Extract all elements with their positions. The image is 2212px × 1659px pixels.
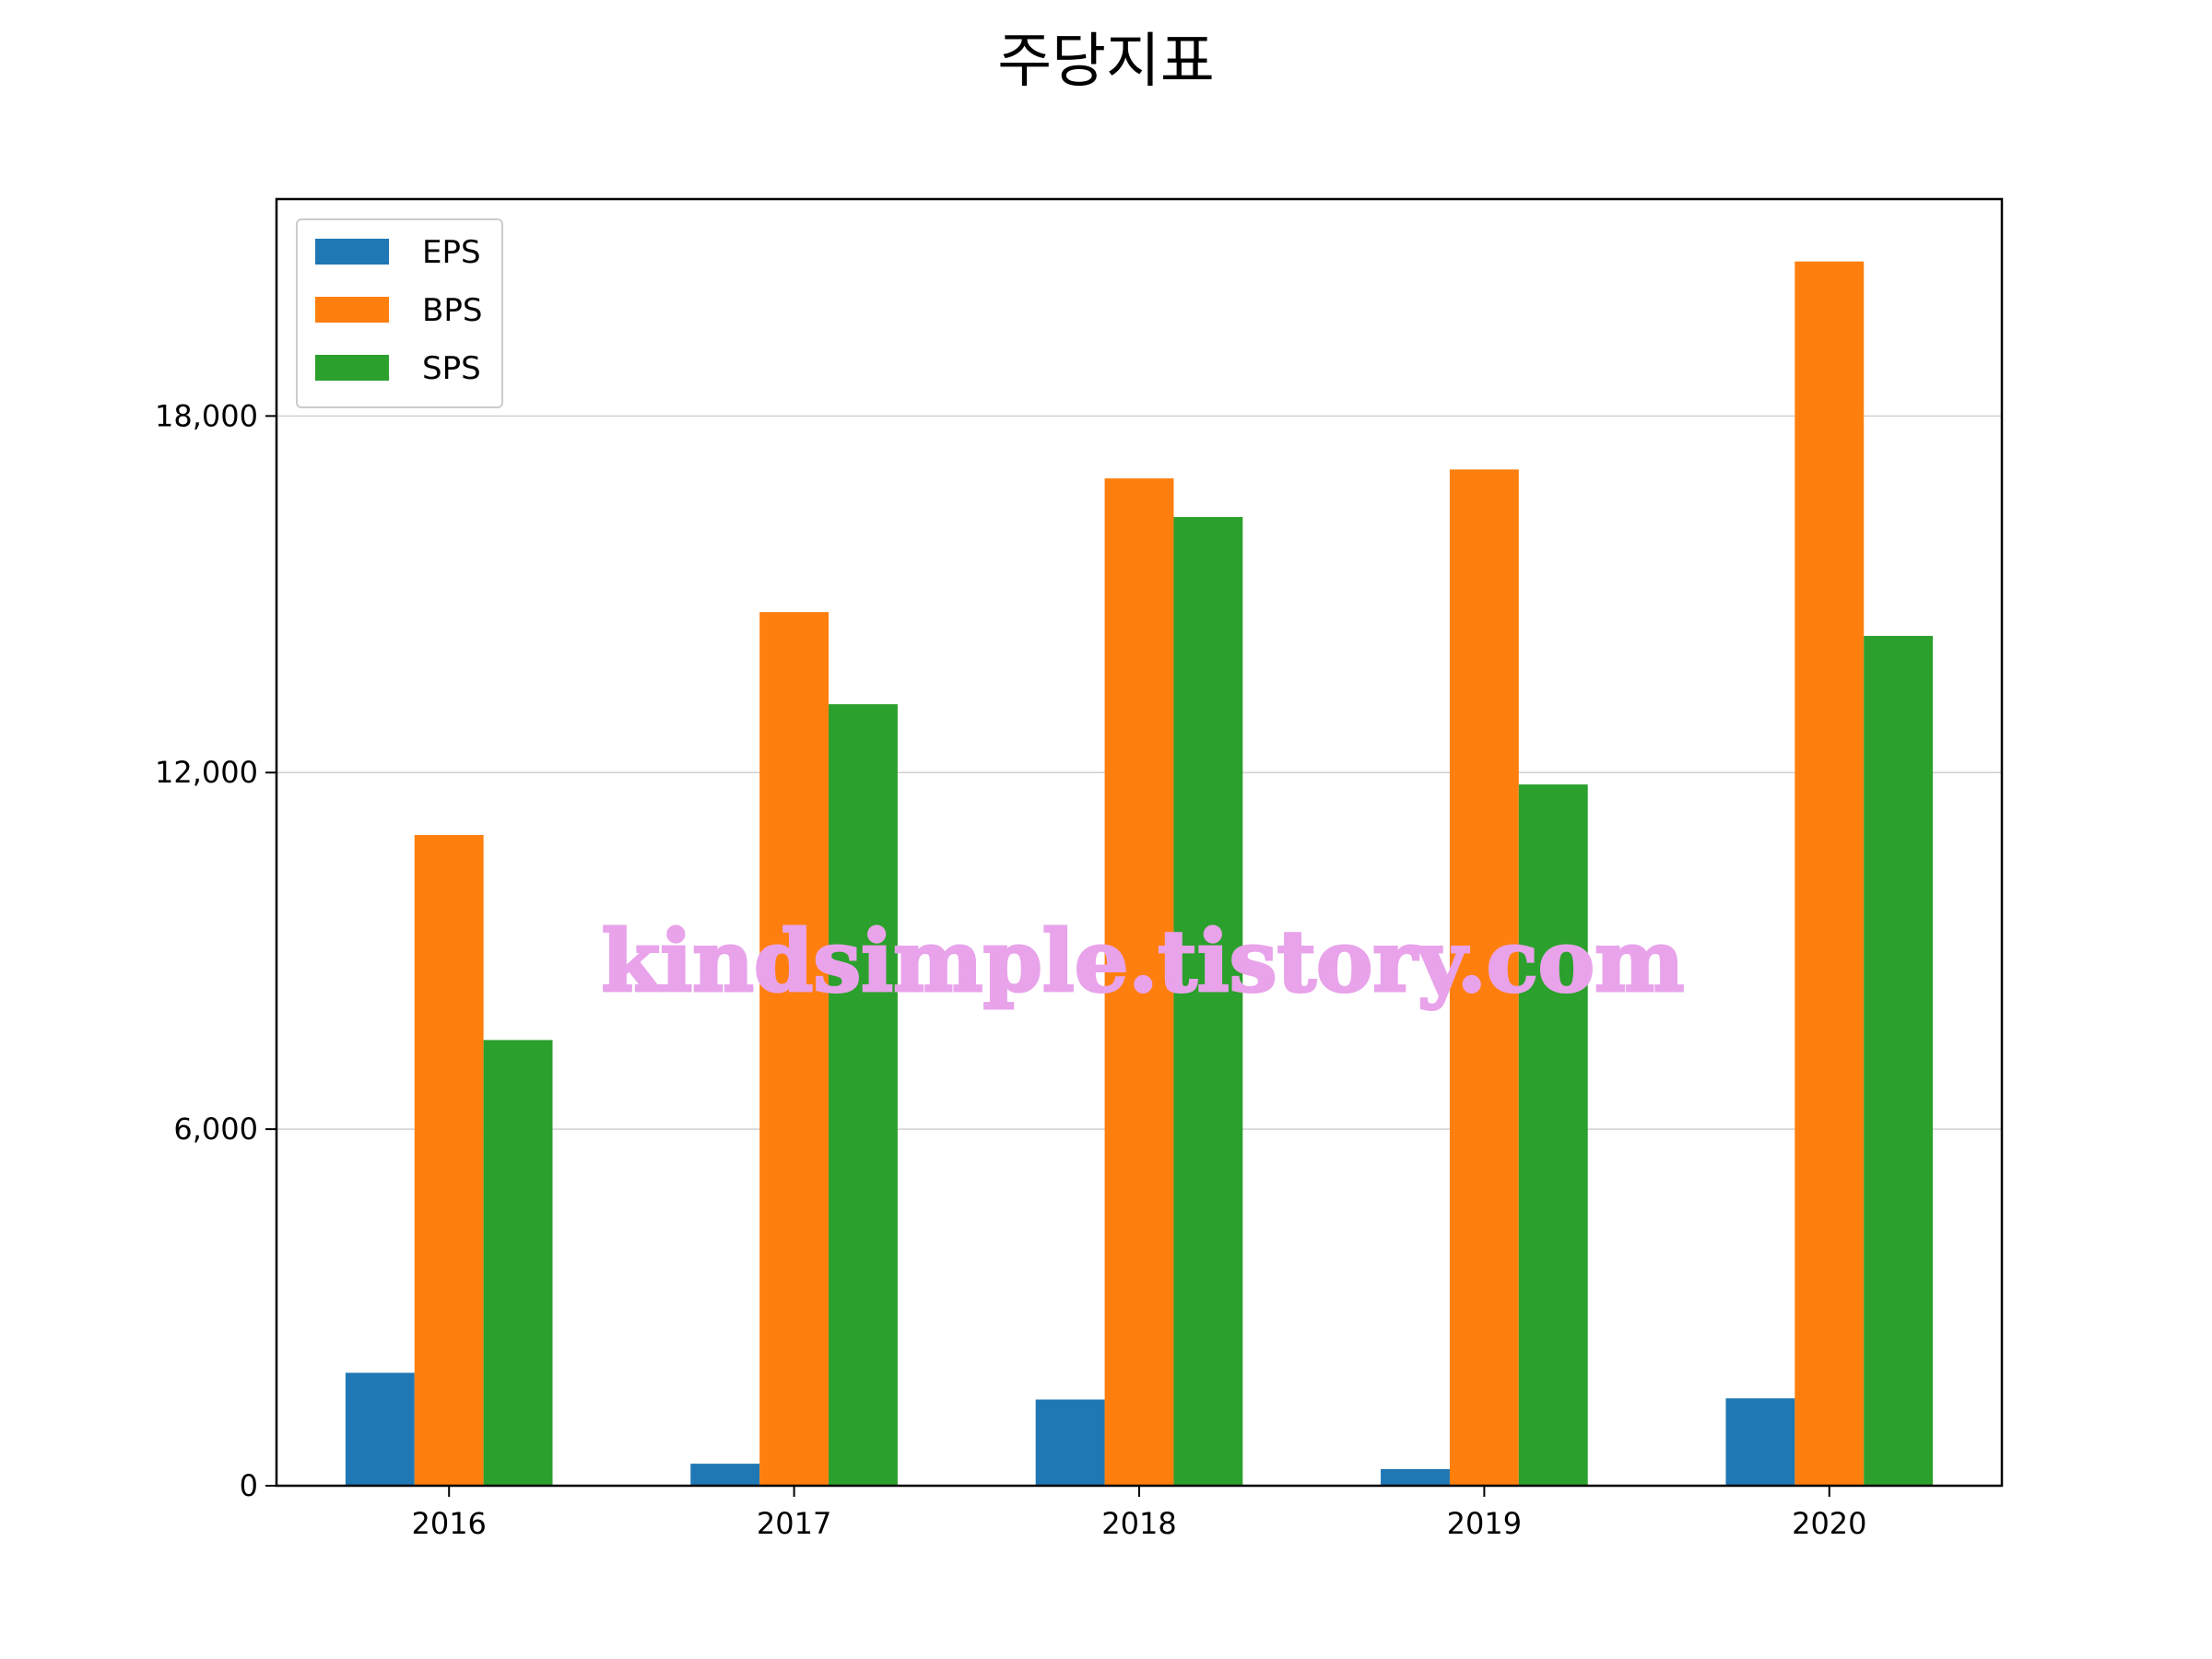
bar-sps-2020 <box>1864 635 1934 1486</box>
y-tick-label: 6,000 <box>173 1112 258 1147</box>
y-tick-label: 18,000 <box>155 398 258 433</box>
legend-label-sps: SPS <box>422 350 481 387</box>
legend-label-bps: BPS <box>422 292 482 329</box>
bar-eps-2017 <box>690 1464 760 1486</box>
y-tick-label: 0 <box>240 1468 258 1503</box>
x-tick-label: 2017 <box>757 1506 831 1541</box>
bar-bps-2017 <box>759 612 830 1486</box>
bar-bps-2018 <box>1104 478 1174 1486</box>
legend-swatch-eps <box>315 239 389 265</box>
x-axis-ticks: 2016 2017 2018 2019 2020 <box>411 1486 1867 1541</box>
x-tick-label: 2019 <box>1447 1506 1522 1541</box>
bar-bps-2020 <box>1794 261 1865 1487</box>
bar-sps-2016 <box>483 1040 553 1486</box>
y-axis-ticks: 0 6,000 12,000 18,000 <box>155 398 276 1503</box>
bar-bps-2016 <box>414 834 484 1486</box>
x-tick-label: 2018 <box>1101 1506 1176 1541</box>
bar-sps-2017 <box>829 704 898 1486</box>
watermark: kindsimple.tistory.com <box>601 912 1684 1011</box>
legend-swatch-sps <box>315 355 389 381</box>
x-tick-label: 2016 <box>411 1506 486 1541</box>
bar-eps-2019 <box>1381 1468 1450 1486</box>
legend-swatch-bps <box>315 297 389 323</box>
bar-eps-2018 <box>1035 1399 1105 1486</box>
bar-sps-2019 <box>1518 784 1588 1486</box>
bar-eps-2016 <box>345 1372 415 1486</box>
legend-label-eps: EPS <box>422 234 481 271</box>
x-tick-label: 2020 <box>1792 1506 1866 1541</box>
bar-eps-2020 <box>1725 1398 1795 1486</box>
bars <box>345 261 1934 1487</box>
legend: EPS BPS SPS <box>296 218 503 408</box>
chart-title: 주당지표 <box>997 28 1215 96</box>
bar-bps-2019 <box>1449 469 1519 1486</box>
legend-items: EPS BPS SPS <box>315 234 482 387</box>
bar-sps-2018 <box>1173 516 1243 1486</box>
y-tick-label: 12,000 <box>155 755 258 790</box>
